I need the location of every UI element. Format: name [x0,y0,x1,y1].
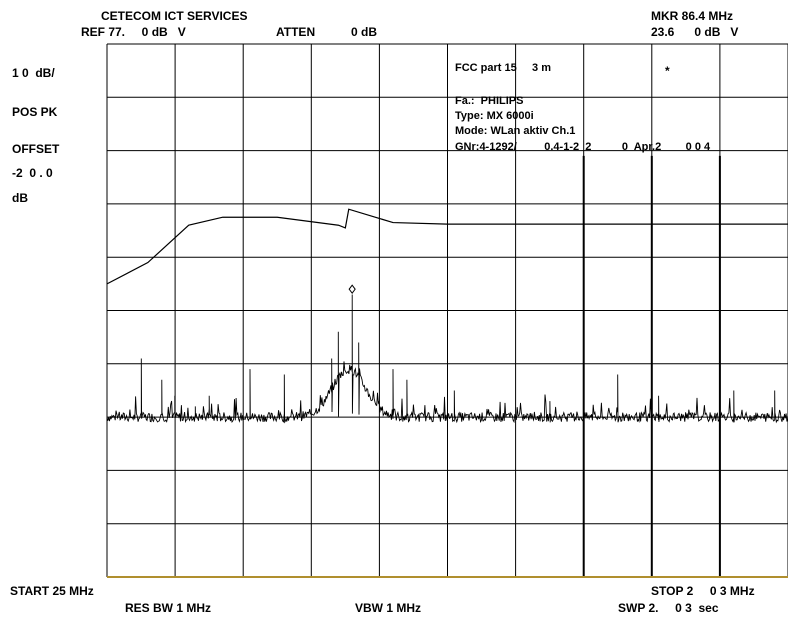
limit-line [106,208,788,285]
offset-value: -2 0 . 0 [12,166,53,180]
marker-frequency: MKR 86.4 MHz [651,9,734,23]
video-bandwidth: VBW 1 MHz [355,601,421,615]
stop-frequency: STOP 2 0 3 MHz [651,584,755,598]
start-frequency: START 25 MHz [10,584,94,598]
mode-annotation: Mode: WLan aktiv Ch.1 [455,125,576,137]
company-label: CETECOM ICT SERVICES [101,9,248,23]
detector-label: POS PK [12,105,58,119]
reference-level: REF 77. 0 dB V [81,25,186,39]
attenuation-label: ATTEN [276,25,316,39]
manufacturer-annotation: Fa.: PHILIPS [455,95,524,107]
standard-annotation: FCC part 15 3 m [455,62,551,74]
type-annotation: Type: MX 6000i [455,110,534,122]
dividers [582,155,721,577]
resolution-bandwidth: RES BW 1 MHz [125,601,212,615]
gnr-annotation: GNr:4-1292/ 0.4-1-2 2 0 Apr.2 0 0 4 [455,141,711,153]
attenuation-value: 0 dB [351,25,378,39]
scale-label: 1 0 dB/ [12,66,55,80]
marker-symbol: * [665,64,670,78]
measurement-trace [106,294,788,424]
sweep-time: SWP 2. 0 3 sec [618,601,719,615]
plot-grid [106,43,788,578]
offset-unit: dB [12,191,28,205]
marker-level: 23.6 0 dB V [651,25,739,39]
offset-label: OFFSET [12,142,60,156]
marker-diamond [348,284,356,295]
